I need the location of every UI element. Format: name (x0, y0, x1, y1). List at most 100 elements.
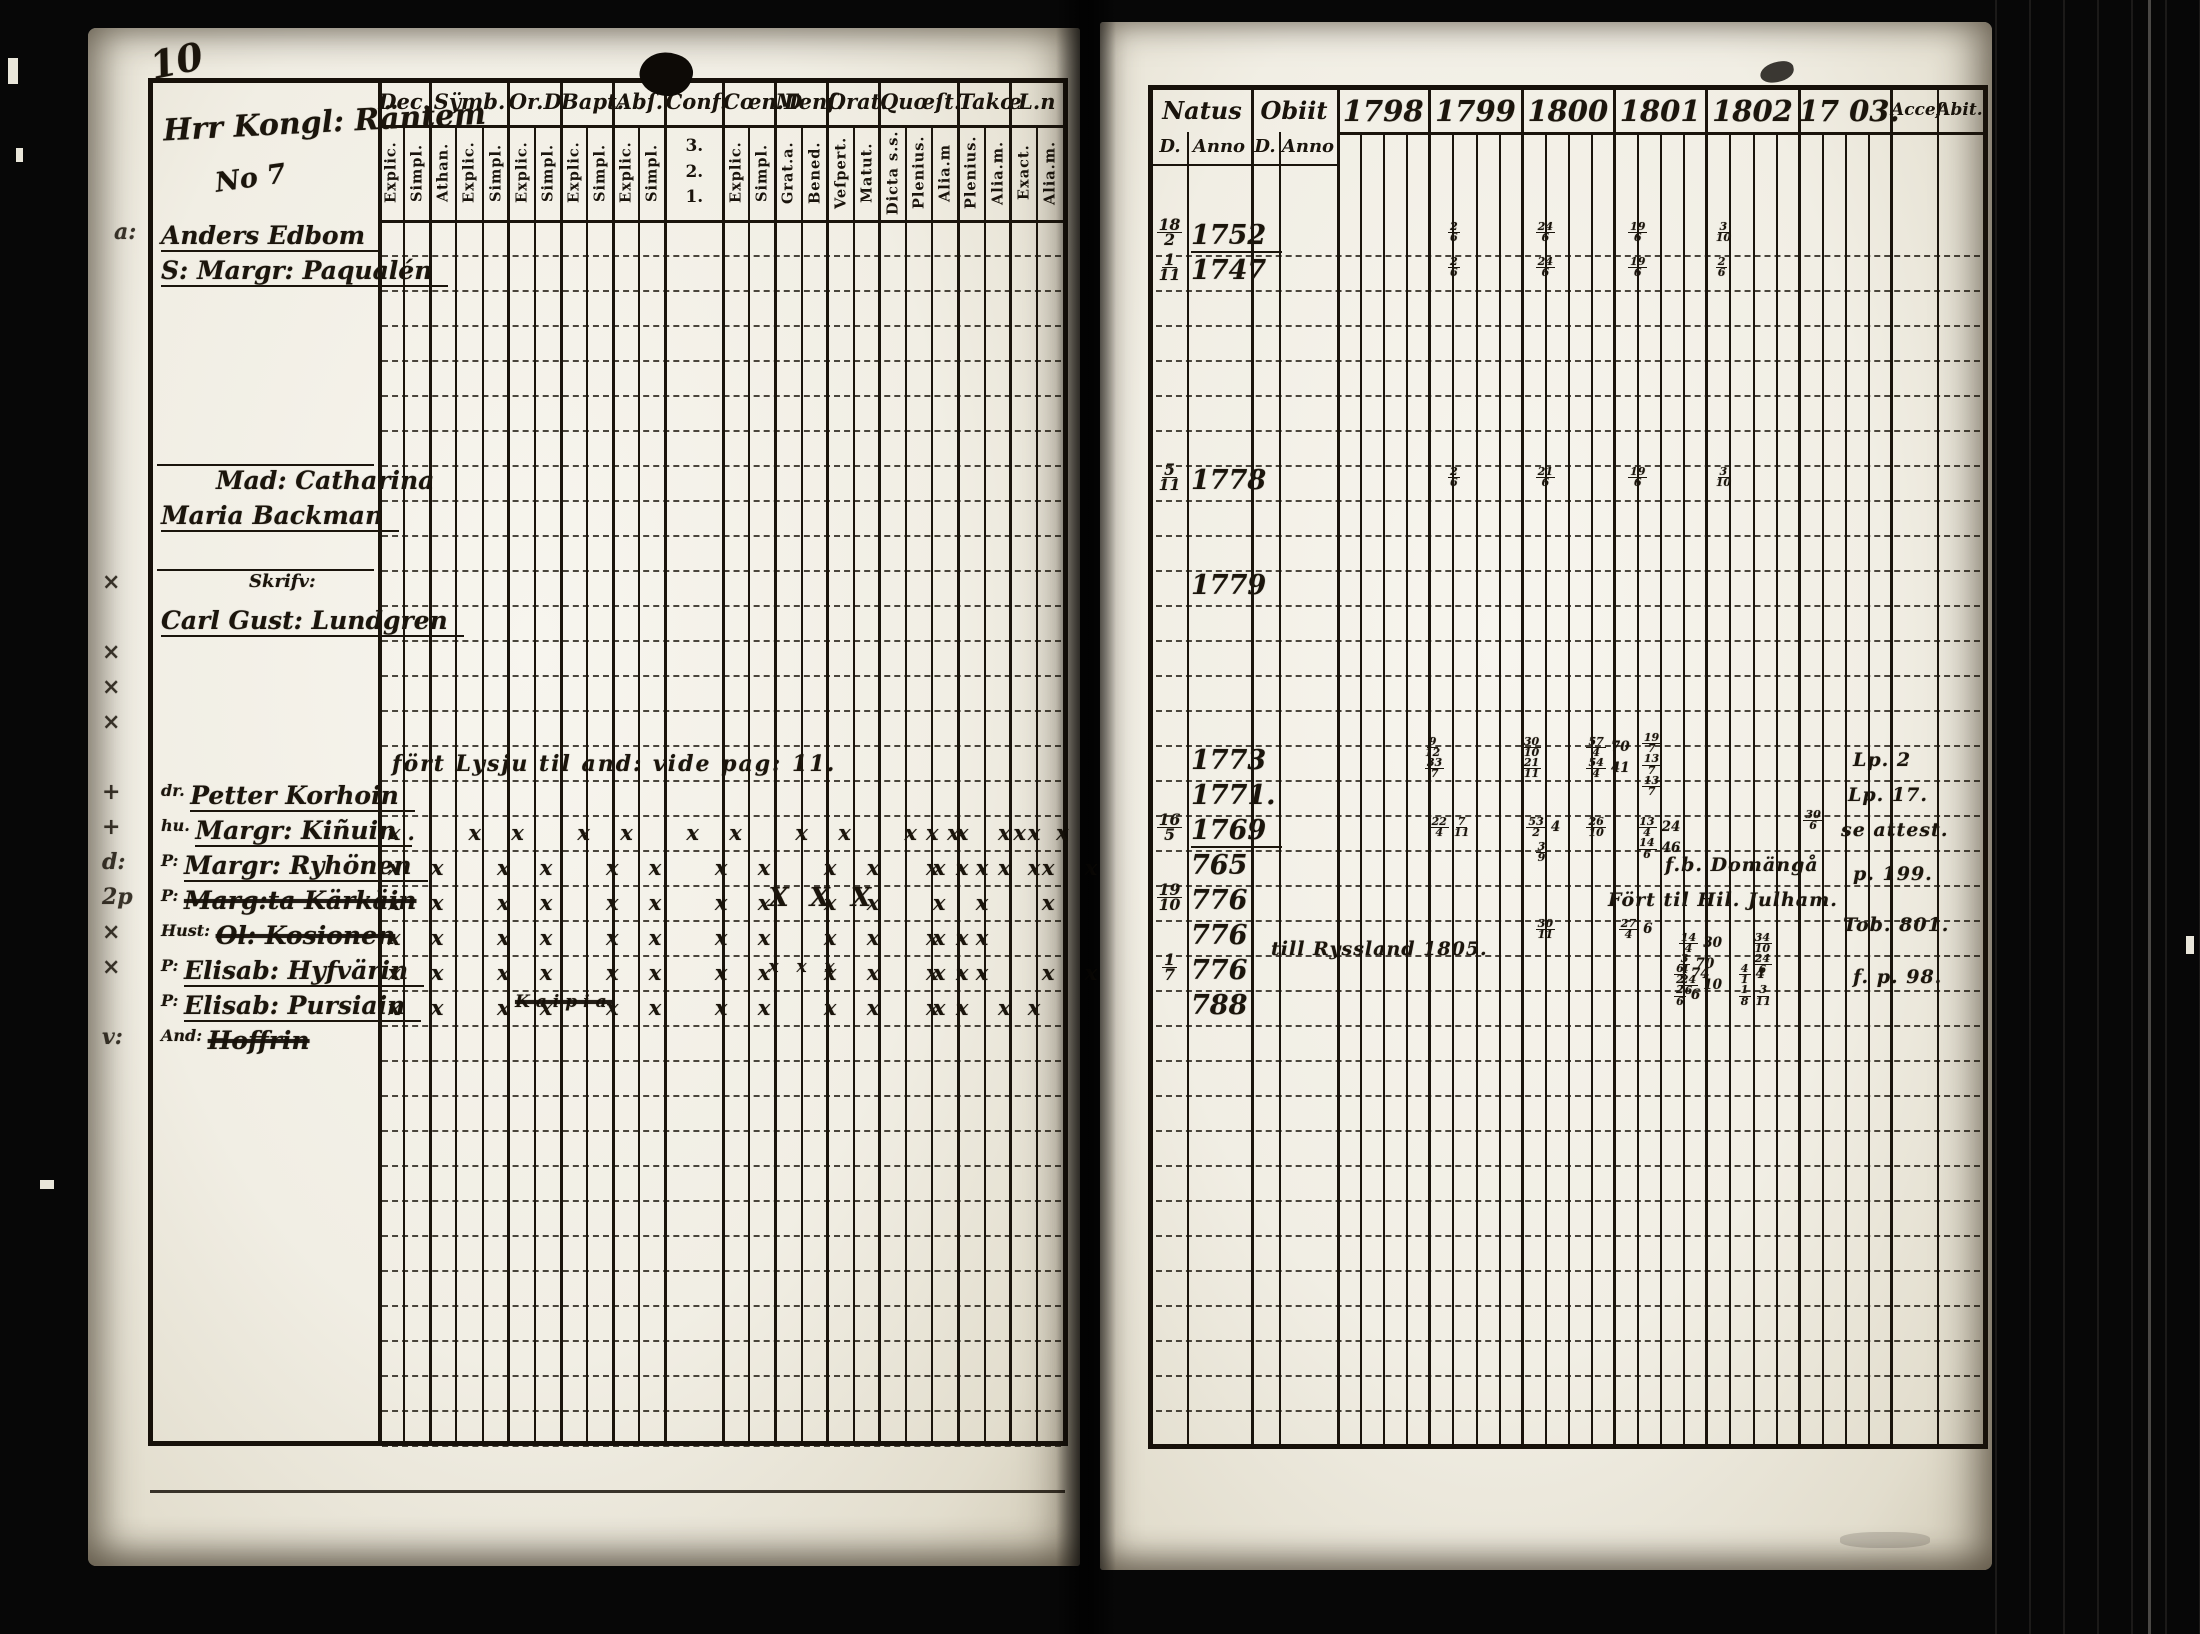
natus-day: 1 11 (1155, 252, 1189, 283)
year-mark-line: 22 4 7 11 (1429, 815, 1474, 840)
year-mark-line: 24 6 (1752, 953, 1777, 975)
subcolumn-line (1035, 125, 1038, 1441)
year-marks: 27 4 6 (1618, 917, 1653, 940)
sub-header: Anno (1279, 136, 1337, 166)
year-mark-line: 27 4 6 (1618, 917, 1653, 940)
table-row (1156, 1235, 1980, 1272)
margin-mark: × (102, 569, 121, 595)
margin-mark: × (102, 674, 121, 700)
year-marks: 19 7 13 7 13 7 (1641, 731, 1666, 797)
year-marks: 26 10 (1586, 816, 1610, 838)
subcolumn-line (403, 125, 406, 1441)
year-marks: 30 10 21 11 (1521, 735, 1546, 781)
margin-mark: × (102, 954, 121, 980)
subcolumn-label: Alia.m (936, 143, 954, 202)
fraction: 33 7 (1424, 755, 1445, 781)
subcolumn-label: Plenius. (910, 135, 928, 210)
natus-obiit-line (1251, 90, 1254, 1444)
table-row (382, 465, 1061, 502)
name-text: Carl Gust: Lundgren (161, 606, 464, 637)
table-row (382, 325, 1061, 362)
marginal-note: till Ryssland 1805. (1271, 938, 1488, 960)
subcolumn-line (455, 125, 458, 1441)
column-group-label-Orat.: Orat. (827, 89, 888, 114)
year-marks: 30 6 (1803, 809, 1827, 831)
table-row (1156, 500, 1980, 537)
hw-token: 74 (1690, 966, 1710, 983)
table-row (1156, 430, 1980, 467)
year-subcolumn-line (1452, 132, 1455, 1444)
table-row (382, 290, 1061, 327)
year-marks: 3 10 (1716, 221, 1736, 243)
year-marks: 3 10 (1716, 466, 1736, 488)
name-prefix: dr. (161, 781, 191, 800)
year-marks: 14 4 30 3 4 70 24 6 10 (1678, 931, 1722, 997)
name-topline (157, 569, 374, 571)
fraction: 13 4 (1637, 815, 1657, 840)
film-scratches (1995, 0, 2200, 1634)
communion-x-marks-tail: x x (926, 925, 974, 950)
hw-token: 6 (1690, 987, 1701, 1004)
year-mark-line: 3 10 (1716, 466, 1736, 488)
subcolumn-label: Explic. (727, 141, 745, 204)
name-text: Margr: Ryhönen (183, 851, 428, 882)
year-header: 17 03. (1798, 94, 1900, 128)
name-prefix: P: (161, 886, 184, 905)
margin-mark: v: (102, 1024, 123, 1050)
table-row (382, 535, 1061, 572)
year-subcolumn-line (1590, 132, 1593, 1444)
subheader-rule (378, 220, 1063, 223)
margin-mark: × (102, 709, 121, 735)
year-subcolumn-line (1729, 132, 1732, 1444)
fraction: 7 11 (1453, 815, 1470, 840)
name-entry: dr. Petter Korhoin (161, 781, 415, 812)
communion-x-marks: x x x x x x x x x x x x (388, 925, 996, 950)
film-speck (8, 58, 18, 84)
name-text: Elisab: Hyfvärin (183, 956, 425, 987)
year-header: 1798 (1342, 94, 1424, 128)
natus-year: 776 (1191, 920, 1248, 951)
table-row (382, 1130, 1061, 1167)
table-row (1156, 675, 1980, 712)
name-text: Elisab: Pursiain (183, 991, 422, 1022)
subcolumn-line (852, 125, 855, 1441)
year-mark-line: 3 4 70 (1678, 953, 1722, 975)
name-entry: S: Margr: Paqualén (161, 256, 449, 287)
natus-year: 776 (1191, 955, 1248, 986)
subcolumn-label: Explic. (513, 141, 531, 204)
year-mark-line: 57 4 70 (1586, 734, 1630, 759)
table-row (1156, 1095, 1980, 1132)
column-group-label-Sÿmb.: Sÿmb. (433, 89, 506, 114)
group-boundary-line (611, 83, 615, 1441)
name-entry: Skrifv: (249, 571, 316, 592)
table-row (1156, 1340, 1980, 1377)
year-marks: 13 4 24 14 6 46 (1637, 815, 1680, 860)
natus-year: 1769 (1191, 815, 1283, 848)
fraction: 16 5 (1156, 810, 1183, 845)
table-row (1156, 395, 1980, 432)
fraction: 54 4 (1586, 755, 1606, 781)
table-row (382, 1375, 1061, 1412)
fraction: 19 7 (1641, 731, 1662, 756)
name-entry: Mad: Catharina (216, 466, 434, 495)
hw-token: 41 (1610, 760, 1630, 777)
left-page-paper: 10 Hrr Kongl: Räntem No 7 Dec. Explic. Sim… (88, 28, 1287, 1566)
hw-token: 10 (1703, 977, 1722, 994)
fraction: 19 6 (1628, 220, 1648, 245)
fraction: 57 4 (1586, 734, 1606, 759)
year-mark-line: 13 7 (1641, 753, 1666, 776)
table-row (382, 570, 1061, 607)
name-prefix: hu. (161, 816, 196, 835)
subcolumn-label: Explic. (382, 141, 400, 204)
fraction: 21 11 (1521, 755, 1542, 781)
subcolumn-label: Alia.m. (989, 140, 1007, 205)
communion-x-marks: x x x x x x x x x x x (388, 995, 953, 1020)
year-subcolumn-line (1498, 132, 1501, 1444)
fraction: 18 2 (1156, 215, 1183, 250)
